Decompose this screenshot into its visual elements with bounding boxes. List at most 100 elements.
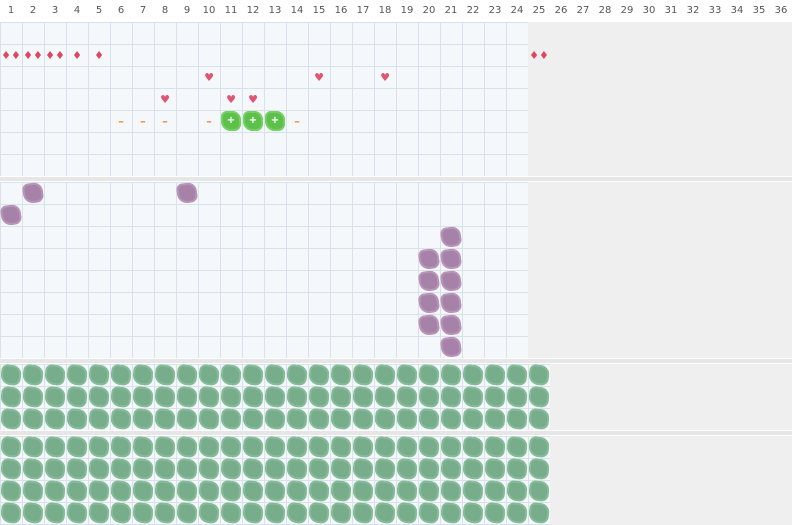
plant-cell[interactable] bbox=[0, 408, 22, 430]
sprout-cell[interactable]: – bbox=[199, 111, 219, 131]
plant-cell[interactable] bbox=[439, 269, 463, 293]
plant-cell[interactable] bbox=[308, 502, 330, 524]
seed-drop-cell[interactable]: ♦♦ bbox=[23, 45, 43, 65]
plant-cell[interactable] bbox=[418, 364, 440, 386]
plant-cell[interactable] bbox=[440, 386, 462, 408]
heart-cell[interactable]: ♥ bbox=[375, 67, 395, 87]
plant-cell[interactable] bbox=[352, 364, 374, 386]
plant-cell[interactable] bbox=[439, 335, 463, 359]
plant-cell[interactable] bbox=[44, 502, 66, 524]
plant-cell[interactable] bbox=[352, 502, 374, 524]
plant-cell[interactable] bbox=[176, 436, 198, 458]
crop-section-4[interactable] bbox=[0, 436, 792, 525]
plant-cell[interactable] bbox=[110, 386, 132, 408]
plant-cell[interactable]: + bbox=[265, 111, 285, 131]
plant-cell[interactable] bbox=[22, 502, 44, 524]
plant-cell[interactable] bbox=[374, 502, 396, 524]
plant-cell[interactable] bbox=[308, 436, 330, 458]
plant-cell[interactable] bbox=[0, 436, 22, 458]
plant-cell[interactable] bbox=[220, 480, 242, 502]
heart-cell[interactable]: ♥ bbox=[155, 89, 175, 109]
plant-cell[interactable] bbox=[198, 480, 220, 502]
plant-cell[interactable] bbox=[506, 364, 528, 386]
plant-cell[interactable] bbox=[417, 269, 441, 293]
seed-drop-cell[interactable]: ♦ bbox=[67, 45, 87, 65]
plant-cell[interactable] bbox=[44, 458, 66, 480]
plant-cell[interactable] bbox=[440, 364, 462, 386]
plant-cell[interactable] bbox=[439, 225, 463, 249]
plant-cell[interactable] bbox=[330, 458, 352, 480]
plant-cell[interactable] bbox=[418, 502, 440, 524]
plant-cell[interactable] bbox=[88, 386, 110, 408]
plant-cell[interactable] bbox=[220, 364, 242, 386]
plant-cell[interactable] bbox=[176, 480, 198, 502]
plant-cell[interactable] bbox=[286, 480, 308, 502]
plant-cell[interactable] bbox=[286, 386, 308, 408]
plant-cell[interactable] bbox=[0, 502, 22, 524]
plant-cell[interactable] bbox=[440, 458, 462, 480]
plant-cell[interactable] bbox=[22, 364, 44, 386]
plant-cell[interactable] bbox=[352, 436, 374, 458]
plant-cell[interactable] bbox=[220, 408, 242, 430]
plant-cell[interactable] bbox=[462, 502, 484, 524]
plant-cell[interactable] bbox=[396, 458, 418, 480]
plant-cell[interactable] bbox=[462, 436, 484, 458]
plant-cell[interactable] bbox=[22, 436, 44, 458]
plant-cell[interactable] bbox=[418, 386, 440, 408]
plant-cell[interactable] bbox=[330, 502, 352, 524]
plant-cell[interactable] bbox=[220, 386, 242, 408]
plant-cell[interactable] bbox=[110, 364, 132, 386]
plant-cell[interactable] bbox=[506, 458, 528, 480]
plant-cell[interactable] bbox=[484, 458, 506, 480]
plant-cell[interactable] bbox=[198, 458, 220, 480]
plant-cell[interactable] bbox=[88, 458, 110, 480]
plant-cell[interactable] bbox=[110, 458, 132, 480]
plant-cell[interactable] bbox=[198, 364, 220, 386]
plant-cell[interactable] bbox=[242, 458, 264, 480]
plant-cell[interactable] bbox=[154, 436, 176, 458]
plant-cell[interactable] bbox=[528, 480, 550, 502]
plant-cell[interactable] bbox=[132, 502, 154, 524]
plant-cell[interactable] bbox=[66, 458, 88, 480]
plant-cell[interactable] bbox=[439, 247, 463, 271]
plant-cell[interactable] bbox=[484, 480, 506, 502]
plant-cell[interactable] bbox=[88, 364, 110, 386]
plant-cell[interactable] bbox=[264, 480, 286, 502]
plant-cell[interactable] bbox=[396, 386, 418, 408]
plant-cell[interactable] bbox=[0, 203, 23, 227]
plant-cell[interactable] bbox=[22, 458, 44, 480]
plant-cell[interactable] bbox=[528, 408, 550, 430]
crop-section-3[interactable] bbox=[0, 364, 792, 430]
plant-cell[interactable] bbox=[396, 436, 418, 458]
plant-cell[interactable] bbox=[506, 436, 528, 458]
plant-cell[interactable] bbox=[44, 408, 66, 430]
plant-cell[interactable] bbox=[418, 458, 440, 480]
plant-cell[interactable] bbox=[242, 502, 264, 524]
plant-cell[interactable] bbox=[330, 408, 352, 430]
plant-cell[interactable] bbox=[286, 364, 308, 386]
plant-cell[interactable] bbox=[308, 480, 330, 502]
plant-cell[interactable] bbox=[396, 408, 418, 430]
plant-cell[interactable] bbox=[176, 386, 198, 408]
seed-drop-cell[interactable]: ♦ bbox=[89, 45, 109, 65]
plant-cell[interactable] bbox=[242, 408, 264, 430]
crop-section-1[interactable]: ♦♦ ♦♦ ♦♦ ♦ ♦ ♦♦ ♥ ♥ ♥ ♥ ♥ ♥ – – – – – + + + bbox=[0, 22, 792, 176]
plant-cell[interactable] bbox=[286, 408, 308, 430]
plant-cell[interactable] bbox=[264, 502, 286, 524]
plant-cell[interactable] bbox=[264, 458, 286, 480]
plant-cell[interactable] bbox=[308, 364, 330, 386]
plant-cell[interactable] bbox=[154, 364, 176, 386]
plant-cell[interactable] bbox=[154, 502, 176, 524]
plant-cell[interactable] bbox=[462, 364, 484, 386]
plant-cell[interactable] bbox=[198, 386, 220, 408]
plant-cell[interactable] bbox=[374, 408, 396, 430]
crop-section-2[interactable] bbox=[0, 181, 792, 359]
plant-cell[interactable] bbox=[528, 386, 550, 408]
plant-cell[interactable] bbox=[462, 386, 484, 408]
plant-cell[interactable] bbox=[132, 458, 154, 480]
plant-cell[interactable] bbox=[154, 408, 176, 430]
plant-cell[interactable] bbox=[132, 480, 154, 502]
plant-cell[interactable]: + bbox=[221, 111, 241, 131]
plant-cell[interactable] bbox=[439, 291, 463, 315]
plant-cell[interactable] bbox=[242, 436, 264, 458]
